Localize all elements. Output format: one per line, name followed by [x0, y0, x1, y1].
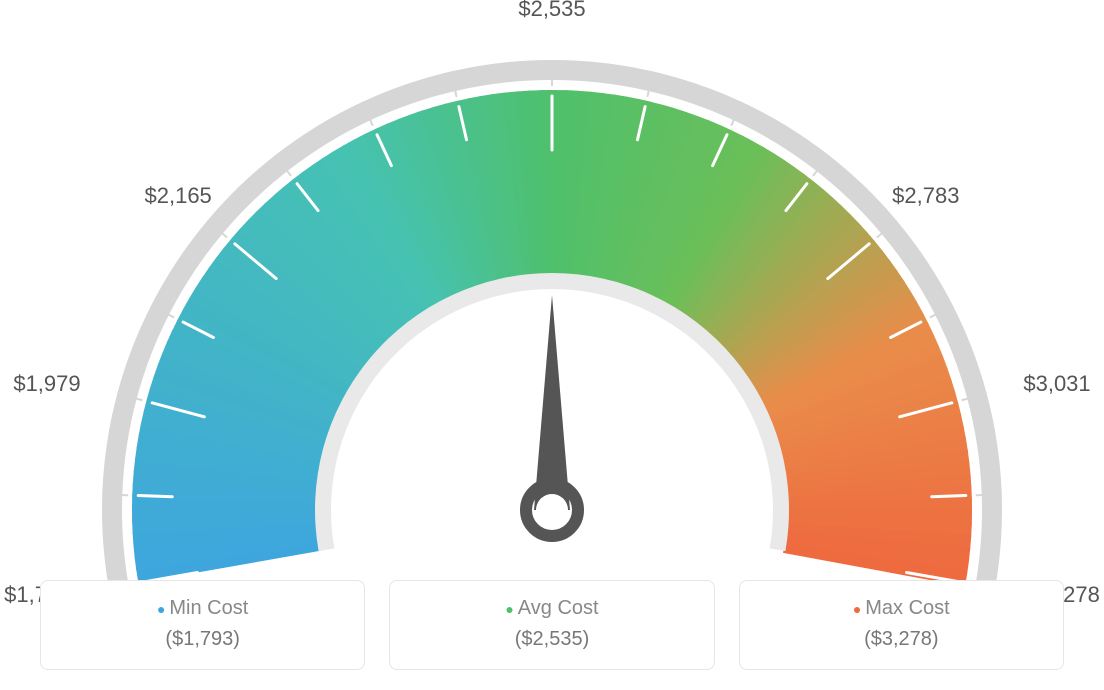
legend-card-max: Max Cost ($3,278): [739, 580, 1064, 670]
legend-card-avg: Avg Cost ($2,535): [389, 580, 714, 670]
gauge-tick-label: $2,783: [892, 183, 959, 209]
legend-avg-value: ($2,535): [390, 628, 713, 651]
legend-avg-title: Avg Cost: [390, 597, 713, 620]
gauge-tick-label: $1,979: [13, 371, 80, 397]
gauge-chart: [0, 30, 1104, 590]
legend-max-value: ($3,278): [740, 628, 1063, 651]
legend-min-title: Min Cost: [41, 597, 364, 620]
gauge-tick-label: $2,165: [145, 183, 212, 209]
gauge-container: $1,793$1,979$2,165$2,535$2,783$3,031$3,2…: [0, 0, 1104, 560]
gauge-tick-label: $2,535: [518, 0, 585, 22]
gauge-tick-label: $3,031: [1023, 371, 1090, 397]
legend-min-value: ($1,793): [41, 628, 364, 651]
legend-card-min: Min Cost ($1,793): [40, 580, 365, 670]
legend-row: Min Cost ($1,793) Avg Cost ($2,535) Max …: [40, 580, 1064, 670]
legend-max-title: Max Cost: [740, 597, 1063, 620]
